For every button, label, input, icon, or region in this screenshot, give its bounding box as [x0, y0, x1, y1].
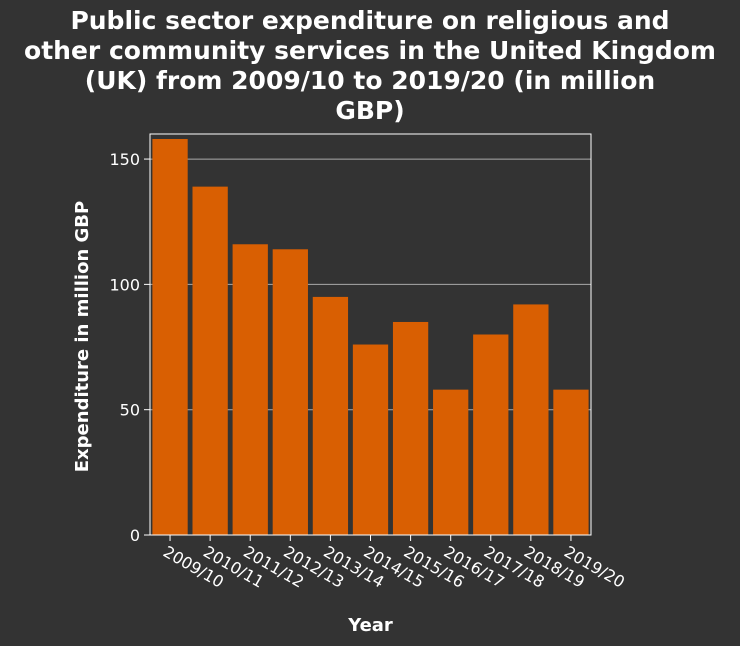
y-tick-label: 50: [120, 401, 140, 420]
y-tick-label: 100: [109, 275, 140, 294]
bar: [392, 321, 429, 535]
x-axis: 2009/102010/112011/122012/132013/142014/…: [160, 535, 628, 592]
bar: [232, 244, 268, 535]
bar: [513, 304, 549, 535]
bar: [473, 334, 509, 535]
y-axis: 0 50 100 150: [109, 150, 150, 545]
bar: [152, 139, 188, 535]
y-tick-label: 0: [130, 526, 140, 545]
bar: [312, 296, 349, 535]
y-tick-label: 150: [109, 150, 140, 169]
x-axis-title: Year: [347, 615, 393, 636]
bar: [272, 249, 308, 535]
bar: [553, 389, 589, 535]
bar: [352, 344, 389, 535]
bar: [192, 186, 228, 535]
y-axis-title: Expenditure in million GBP: [72, 201, 93, 472]
bars: [152, 139, 589, 535]
bar: [433, 389, 469, 535]
chart-title: Public sector expenditure on religious a…: [24, 6, 716, 125]
